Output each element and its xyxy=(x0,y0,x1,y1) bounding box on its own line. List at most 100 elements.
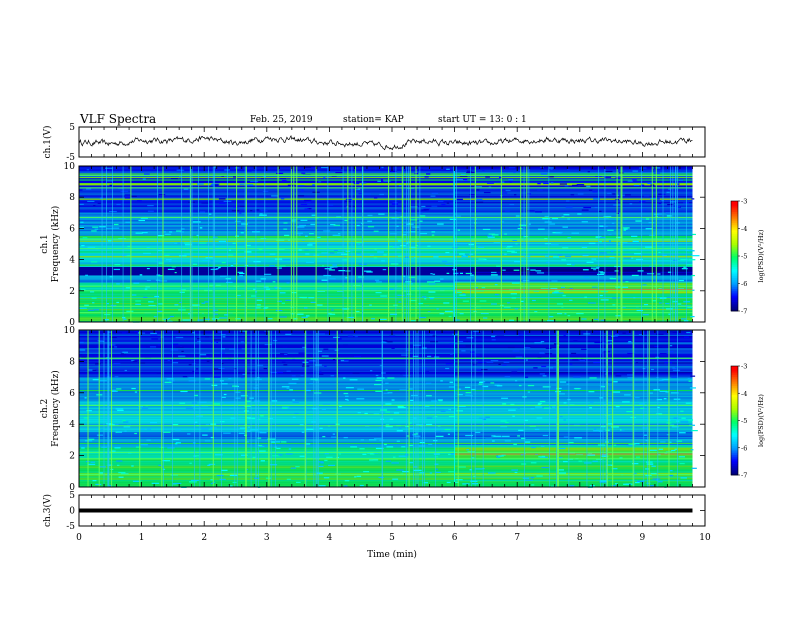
freq-band xyxy=(79,272,455,275)
speckle xyxy=(211,384,218,386)
speckle xyxy=(593,318,599,320)
speckle xyxy=(478,383,483,385)
speckle xyxy=(462,293,466,295)
freq-band xyxy=(454,306,693,308)
speckle xyxy=(667,271,672,273)
colorbar-step xyxy=(731,201,738,204)
freq-band xyxy=(454,218,693,221)
speckle xyxy=(333,224,340,226)
speckle xyxy=(197,183,204,185)
speckle xyxy=(539,373,545,375)
speckle xyxy=(239,183,245,185)
speckle xyxy=(562,460,568,463)
speckle xyxy=(522,477,530,479)
speckle xyxy=(91,181,99,183)
speckle xyxy=(509,203,515,206)
speckle xyxy=(437,200,444,202)
speckle xyxy=(579,360,586,362)
speckle xyxy=(214,454,223,456)
freq-band xyxy=(79,437,455,440)
freq-band xyxy=(454,221,693,223)
speckle xyxy=(627,374,634,376)
speckle xyxy=(666,296,671,298)
freq-band xyxy=(454,258,693,260)
speckle xyxy=(656,413,663,415)
colorbar-step xyxy=(731,210,738,213)
freq-band xyxy=(79,358,455,360)
speckle xyxy=(450,453,455,455)
freq-band xyxy=(454,425,693,428)
speckle xyxy=(670,392,679,394)
speckle xyxy=(588,391,595,393)
colorbar-step xyxy=(731,449,738,452)
speckle xyxy=(294,412,299,415)
freq-band xyxy=(454,363,693,365)
colorbar-step xyxy=(731,234,738,237)
speckle xyxy=(390,170,397,173)
speckle xyxy=(237,271,244,273)
freq-band xyxy=(454,307,693,309)
speckle xyxy=(345,398,349,401)
freq-band xyxy=(454,439,693,441)
speckle xyxy=(599,384,604,387)
speckle xyxy=(379,318,387,321)
speckle xyxy=(482,228,491,231)
speckle xyxy=(113,223,119,226)
speckle xyxy=(477,361,486,363)
colorbar-step xyxy=(731,378,738,381)
speckle xyxy=(167,447,175,449)
speckle xyxy=(355,187,358,190)
speckle xyxy=(303,307,308,309)
speckle xyxy=(674,448,677,450)
speckle xyxy=(194,421,198,423)
speckle xyxy=(321,166,328,169)
speckle xyxy=(150,422,158,424)
speckle xyxy=(462,254,466,256)
colorbar-step xyxy=(731,471,738,474)
freq-band xyxy=(454,364,693,366)
speckle xyxy=(221,334,226,336)
freq-band xyxy=(79,449,455,452)
freq-band xyxy=(454,173,693,175)
speckle xyxy=(229,348,235,350)
speckle xyxy=(607,372,614,374)
speckle xyxy=(379,364,383,367)
colorbar-step xyxy=(731,366,738,369)
speckle xyxy=(391,399,395,401)
speckle xyxy=(408,276,416,278)
freq-band xyxy=(454,388,693,390)
freq-band xyxy=(454,430,693,432)
speckle xyxy=(475,431,481,434)
speckle xyxy=(408,222,411,225)
speckle xyxy=(147,210,154,212)
speckle xyxy=(258,450,266,452)
speckle xyxy=(90,291,95,293)
speckle xyxy=(338,233,341,235)
speckle xyxy=(257,444,263,447)
speckle xyxy=(413,256,417,259)
freq-band xyxy=(454,386,693,388)
x-tick-label: 10 xyxy=(699,533,711,543)
freq-band xyxy=(454,371,693,374)
speckle xyxy=(170,349,179,351)
colorbar-step xyxy=(731,398,738,401)
speckle xyxy=(180,390,188,393)
speckle xyxy=(254,378,262,380)
colorbar-step xyxy=(731,409,738,412)
speckle xyxy=(512,350,520,352)
colorbar-step xyxy=(731,208,738,211)
speckle xyxy=(616,212,619,214)
colorbar-step xyxy=(731,395,738,398)
colorbar-label: log(PSD)(V²/Hz) xyxy=(757,229,765,282)
speckle xyxy=(116,388,122,390)
speckle xyxy=(476,198,483,201)
speckle xyxy=(413,466,418,468)
speckle xyxy=(283,222,288,224)
speckle xyxy=(432,273,436,275)
speckle xyxy=(415,244,419,247)
freq-band xyxy=(454,181,693,183)
speckle xyxy=(556,387,562,390)
freq-band xyxy=(454,204,693,206)
spectrogram-image xyxy=(79,166,700,323)
speckle xyxy=(386,341,393,343)
